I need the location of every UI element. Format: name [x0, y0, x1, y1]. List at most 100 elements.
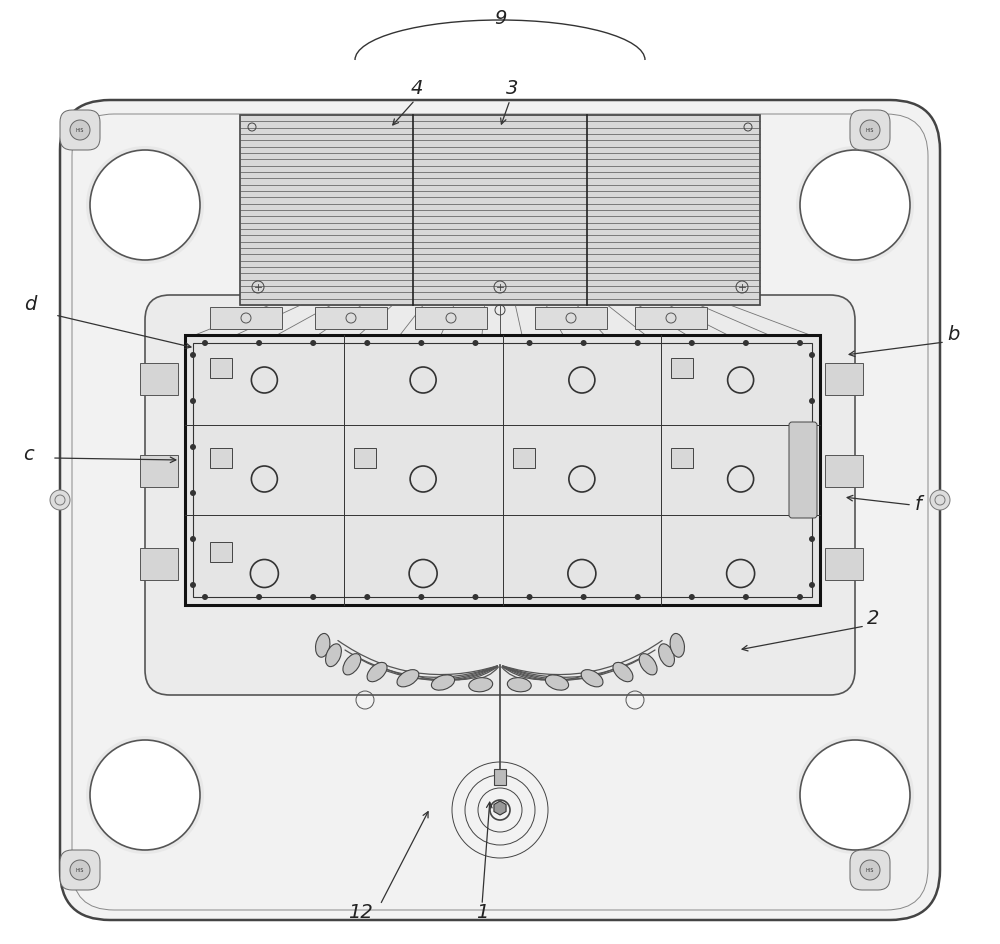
Text: b: b: [947, 326, 959, 345]
Bar: [185, 335, 820, 605]
Circle shape: [202, 340, 208, 346]
Circle shape: [581, 340, 587, 346]
Ellipse shape: [316, 633, 330, 657]
Ellipse shape: [367, 663, 387, 682]
Bar: [210, 542, 232, 562]
Bar: [825, 455, 863, 487]
Circle shape: [190, 352, 196, 358]
Circle shape: [190, 444, 196, 450]
Ellipse shape: [469, 678, 493, 692]
Text: c: c: [23, 446, 33, 464]
Circle shape: [50, 490, 70, 510]
Bar: [140, 548, 178, 580]
Bar: [140, 363, 178, 395]
Bar: [671, 358, 693, 378]
Ellipse shape: [431, 675, 455, 690]
Circle shape: [689, 594, 695, 600]
Circle shape: [190, 582, 196, 588]
FancyBboxPatch shape: [850, 110, 890, 150]
Circle shape: [635, 594, 641, 600]
Circle shape: [930, 490, 950, 510]
Text: 2: 2: [867, 609, 879, 628]
Text: 4: 4: [411, 78, 423, 97]
Circle shape: [635, 340, 641, 346]
Bar: [494, 769, 506, 785]
Bar: [140, 455, 178, 487]
Bar: [535, 307, 607, 329]
Ellipse shape: [397, 669, 419, 687]
Bar: [825, 548, 863, 580]
Ellipse shape: [326, 644, 341, 666]
Text: HIS: HIS: [76, 868, 84, 872]
Text: 3: 3: [506, 78, 518, 97]
Bar: [193, 343, 812, 597]
Text: HIS: HIS: [76, 127, 84, 132]
Circle shape: [800, 150, 910, 260]
Circle shape: [310, 594, 316, 600]
Circle shape: [797, 340, 803, 346]
Circle shape: [364, 594, 370, 600]
Circle shape: [202, 594, 208, 600]
Ellipse shape: [545, 675, 569, 690]
Circle shape: [809, 398, 815, 404]
Circle shape: [90, 740, 200, 850]
Text: 12: 12: [348, 902, 372, 921]
Circle shape: [809, 582, 815, 588]
Circle shape: [472, 594, 478, 600]
Text: d: d: [24, 295, 36, 314]
Bar: [210, 307, 282, 329]
Circle shape: [86, 146, 204, 264]
Text: HIS: HIS: [866, 127, 874, 132]
Circle shape: [800, 740, 910, 850]
Circle shape: [743, 340, 749, 346]
Bar: [210, 358, 232, 378]
Bar: [825, 363, 863, 395]
Circle shape: [70, 120, 90, 140]
Bar: [415, 307, 487, 329]
FancyBboxPatch shape: [789, 422, 817, 518]
Circle shape: [743, 594, 749, 600]
Text: HIS: HIS: [866, 868, 874, 872]
FancyBboxPatch shape: [145, 295, 855, 695]
Ellipse shape: [639, 653, 657, 675]
Circle shape: [809, 490, 815, 496]
Bar: [210, 447, 232, 467]
FancyBboxPatch shape: [850, 850, 890, 890]
Bar: [512, 447, 534, 467]
Circle shape: [90, 150, 200, 260]
FancyBboxPatch shape: [60, 850, 100, 890]
Circle shape: [418, 594, 424, 600]
Circle shape: [796, 736, 914, 854]
Ellipse shape: [507, 678, 531, 692]
Circle shape: [809, 444, 815, 450]
Circle shape: [86, 736, 204, 854]
Text: 9: 9: [494, 8, 506, 27]
Ellipse shape: [581, 669, 603, 687]
Circle shape: [472, 340, 478, 346]
Circle shape: [190, 536, 196, 542]
Ellipse shape: [659, 644, 674, 666]
Circle shape: [190, 398, 196, 404]
Circle shape: [70, 860, 90, 880]
Bar: [240, 115, 760, 305]
Circle shape: [809, 536, 815, 542]
Circle shape: [527, 340, 533, 346]
Circle shape: [190, 490, 196, 496]
Bar: [671, 447, 693, 467]
Text: 1: 1: [476, 902, 488, 921]
Ellipse shape: [343, 653, 361, 675]
Text: f: f: [915, 496, 921, 514]
Bar: [315, 307, 387, 329]
Ellipse shape: [613, 663, 633, 682]
Circle shape: [418, 340, 424, 346]
Circle shape: [256, 594, 262, 600]
Circle shape: [364, 340, 370, 346]
FancyBboxPatch shape: [60, 100, 940, 920]
Circle shape: [689, 340, 695, 346]
Circle shape: [527, 594, 533, 600]
Bar: [354, 447, 376, 467]
FancyBboxPatch shape: [60, 110, 100, 150]
Ellipse shape: [670, 633, 684, 657]
Circle shape: [809, 352, 815, 358]
Circle shape: [256, 340, 262, 346]
